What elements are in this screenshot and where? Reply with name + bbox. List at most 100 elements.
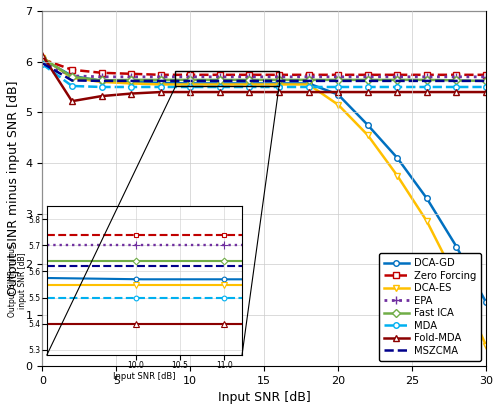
- MSZCMA: [69, 78, 75, 83]
- Zero Forcing: [364, 72, 370, 77]
- MDA: [364, 85, 370, 90]
- DCA-GD: [424, 196, 430, 201]
- Fast ICA: [40, 55, 46, 60]
- Zero Forcing: [483, 72, 489, 77]
- EPA: [98, 74, 104, 79]
- Zero Forcing: [69, 67, 75, 72]
- EPA: [246, 74, 252, 79]
- Zero Forcing: [246, 72, 252, 77]
- DCA-GD: [217, 81, 223, 86]
- DCA-GD: [276, 81, 282, 86]
- MDA: [188, 85, 194, 90]
- DCA-ES: [424, 219, 430, 224]
- MSZCMA: [246, 79, 252, 83]
- Fold-MDA: [364, 90, 370, 95]
- EPA: [217, 74, 223, 79]
- DCA-GD: [69, 73, 75, 78]
- DCA-ES: [98, 79, 104, 84]
- EPA: [306, 74, 312, 79]
- DCA-ES: [306, 82, 312, 87]
- MSZCMA: [128, 79, 134, 83]
- MDA: [40, 62, 46, 67]
- Zero Forcing: [98, 70, 104, 75]
- MDA: [276, 85, 282, 90]
- MDA: [246, 85, 252, 90]
- EPA: [454, 74, 460, 79]
- DCA-ES: [188, 82, 194, 87]
- MSZCMA: [276, 79, 282, 83]
- Fast ICA: [128, 77, 134, 82]
- Fold-MDA: [483, 90, 489, 95]
- EPA: [483, 74, 489, 79]
- DCA-ES: [128, 81, 134, 86]
- MDA: [483, 85, 489, 90]
- Fast ICA: [69, 74, 75, 79]
- Fold-MDA: [128, 91, 134, 96]
- Fast ICA: [246, 77, 252, 82]
- Zero Forcing: [335, 72, 341, 77]
- Fold-MDA: [188, 90, 194, 95]
- Fold-MDA: [40, 53, 46, 58]
- EPA: [276, 74, 282, 79]
- Zero Forcing: [40, 57, 46, 62]
- DCA-GD: [128, 79, 134, 84]
- MDA: [424, 85, 430, 90]
- Fast ICA: [158, 77, 164, 82]
- EPA: [40, 60, 46, 65]
- DCA-GD: [394, 155, 400, 160]
- Zero Forcing: [276, 72, 282, 77]
- Fast ICA: [98, 78, 104, 83]
- Fold-MDA: [424, 90, 430, 95]
- EPA: [364, 74, 370, 79]
- Zero Forcing: [454, 72, 460, 77]
- MSZCMA: [364, 79, 370, 83]
- EPA: [128, 74, 134, 79]
- DCA-ES: [454, 277, 460, 282]
- MSZCMA: [188, 79, 194, 83]
- MSZCMA: [424, 79, 430, 83]
- MDA: [454, 85, 460, 90]
- DCA-ES: [246, 82, 252, 87]
- DCA-ES: [364, 133, 370, 138]
- DCA-GD: [364, 122, 370, 127]
- Zero Forcing: [424, 72, 430, 77]
- Fast ICA: [335, 77, 341, 82]
- DCA-GD: [483, 300, 489, 305]
- EPA: [424, 74, 430, 79]
- Line: Zero Forcing: Zero Forcing: [40, 56, 489, 78]
- Y-axis label: Output SINR minus input SNR [dB]: Output SINR minus input SNR [dB]: [7, 81, 20, 296]
- DCA-ES: [276, 82, 282, 87]
- DCA-ES: [394, 173, 400, 178]
- Fold-MDA: [69, 99, 75, 104]
- Line: Fold-MDA: Fold-MDA: [39, 51, 490, 105]
- MDA: [394, 85, 400, 90]
- Line: MDA: MDA: [40, 61, 489, 90]
- MDA: [217, 85, 223, 90]
- Fold-MDA: [217, 90, 223, 95]
- DCA-GD: [335, 92, 341, 97]
- EPA: [69, 73, 75, 78]
- Line: Fast ICA: Fast ICA: [40, 55, 489, 84]
- Zero Forcing: [306, 72, 312, 77]
- Fold-MDA: [246, 90, 252, 95]
- MSZCMA: [217, 79, 223, 83]
- MDA: [69, 83, 75, 88]
- Fast ICA: [454, 78, 460, 83]
- Fold-MDA: [158, 90, 164, 95]
- Fast ICA: [394, 77, 400, 82]
- EPA: [335, 74, 341, 79]
- Fast ICA: [364, 77, 370, 82]
- X-axis label: Input SNR [dB]: Input SNR [dB]: [218, 391, 310, 404]
- Line: DCA-GD: DCA-GD: [40, 56, 489, 305]
- DCA-ES: [40, 55, 46, 60]
- Zero Forcing: [158, 72, 164, 77]
- Fast ICA: [188, 77, 194, 82]
- MSZCMA: [483, 79, 489, 83]
- Line: DCA-ES: DCA-ES: [39, 54, 490, 349]
- DCA-GD: [306, 81, 312, 86]
- MDA: [306, 85, 312, 90]
- Fold-MDA: [394, 90, 400, 95]
- DCA-ES: [483, 343, 489, 348]
- Fold-MDA: [276, 90, 282, 95]
- DCA-GD: [158, 81, 164, 85]
